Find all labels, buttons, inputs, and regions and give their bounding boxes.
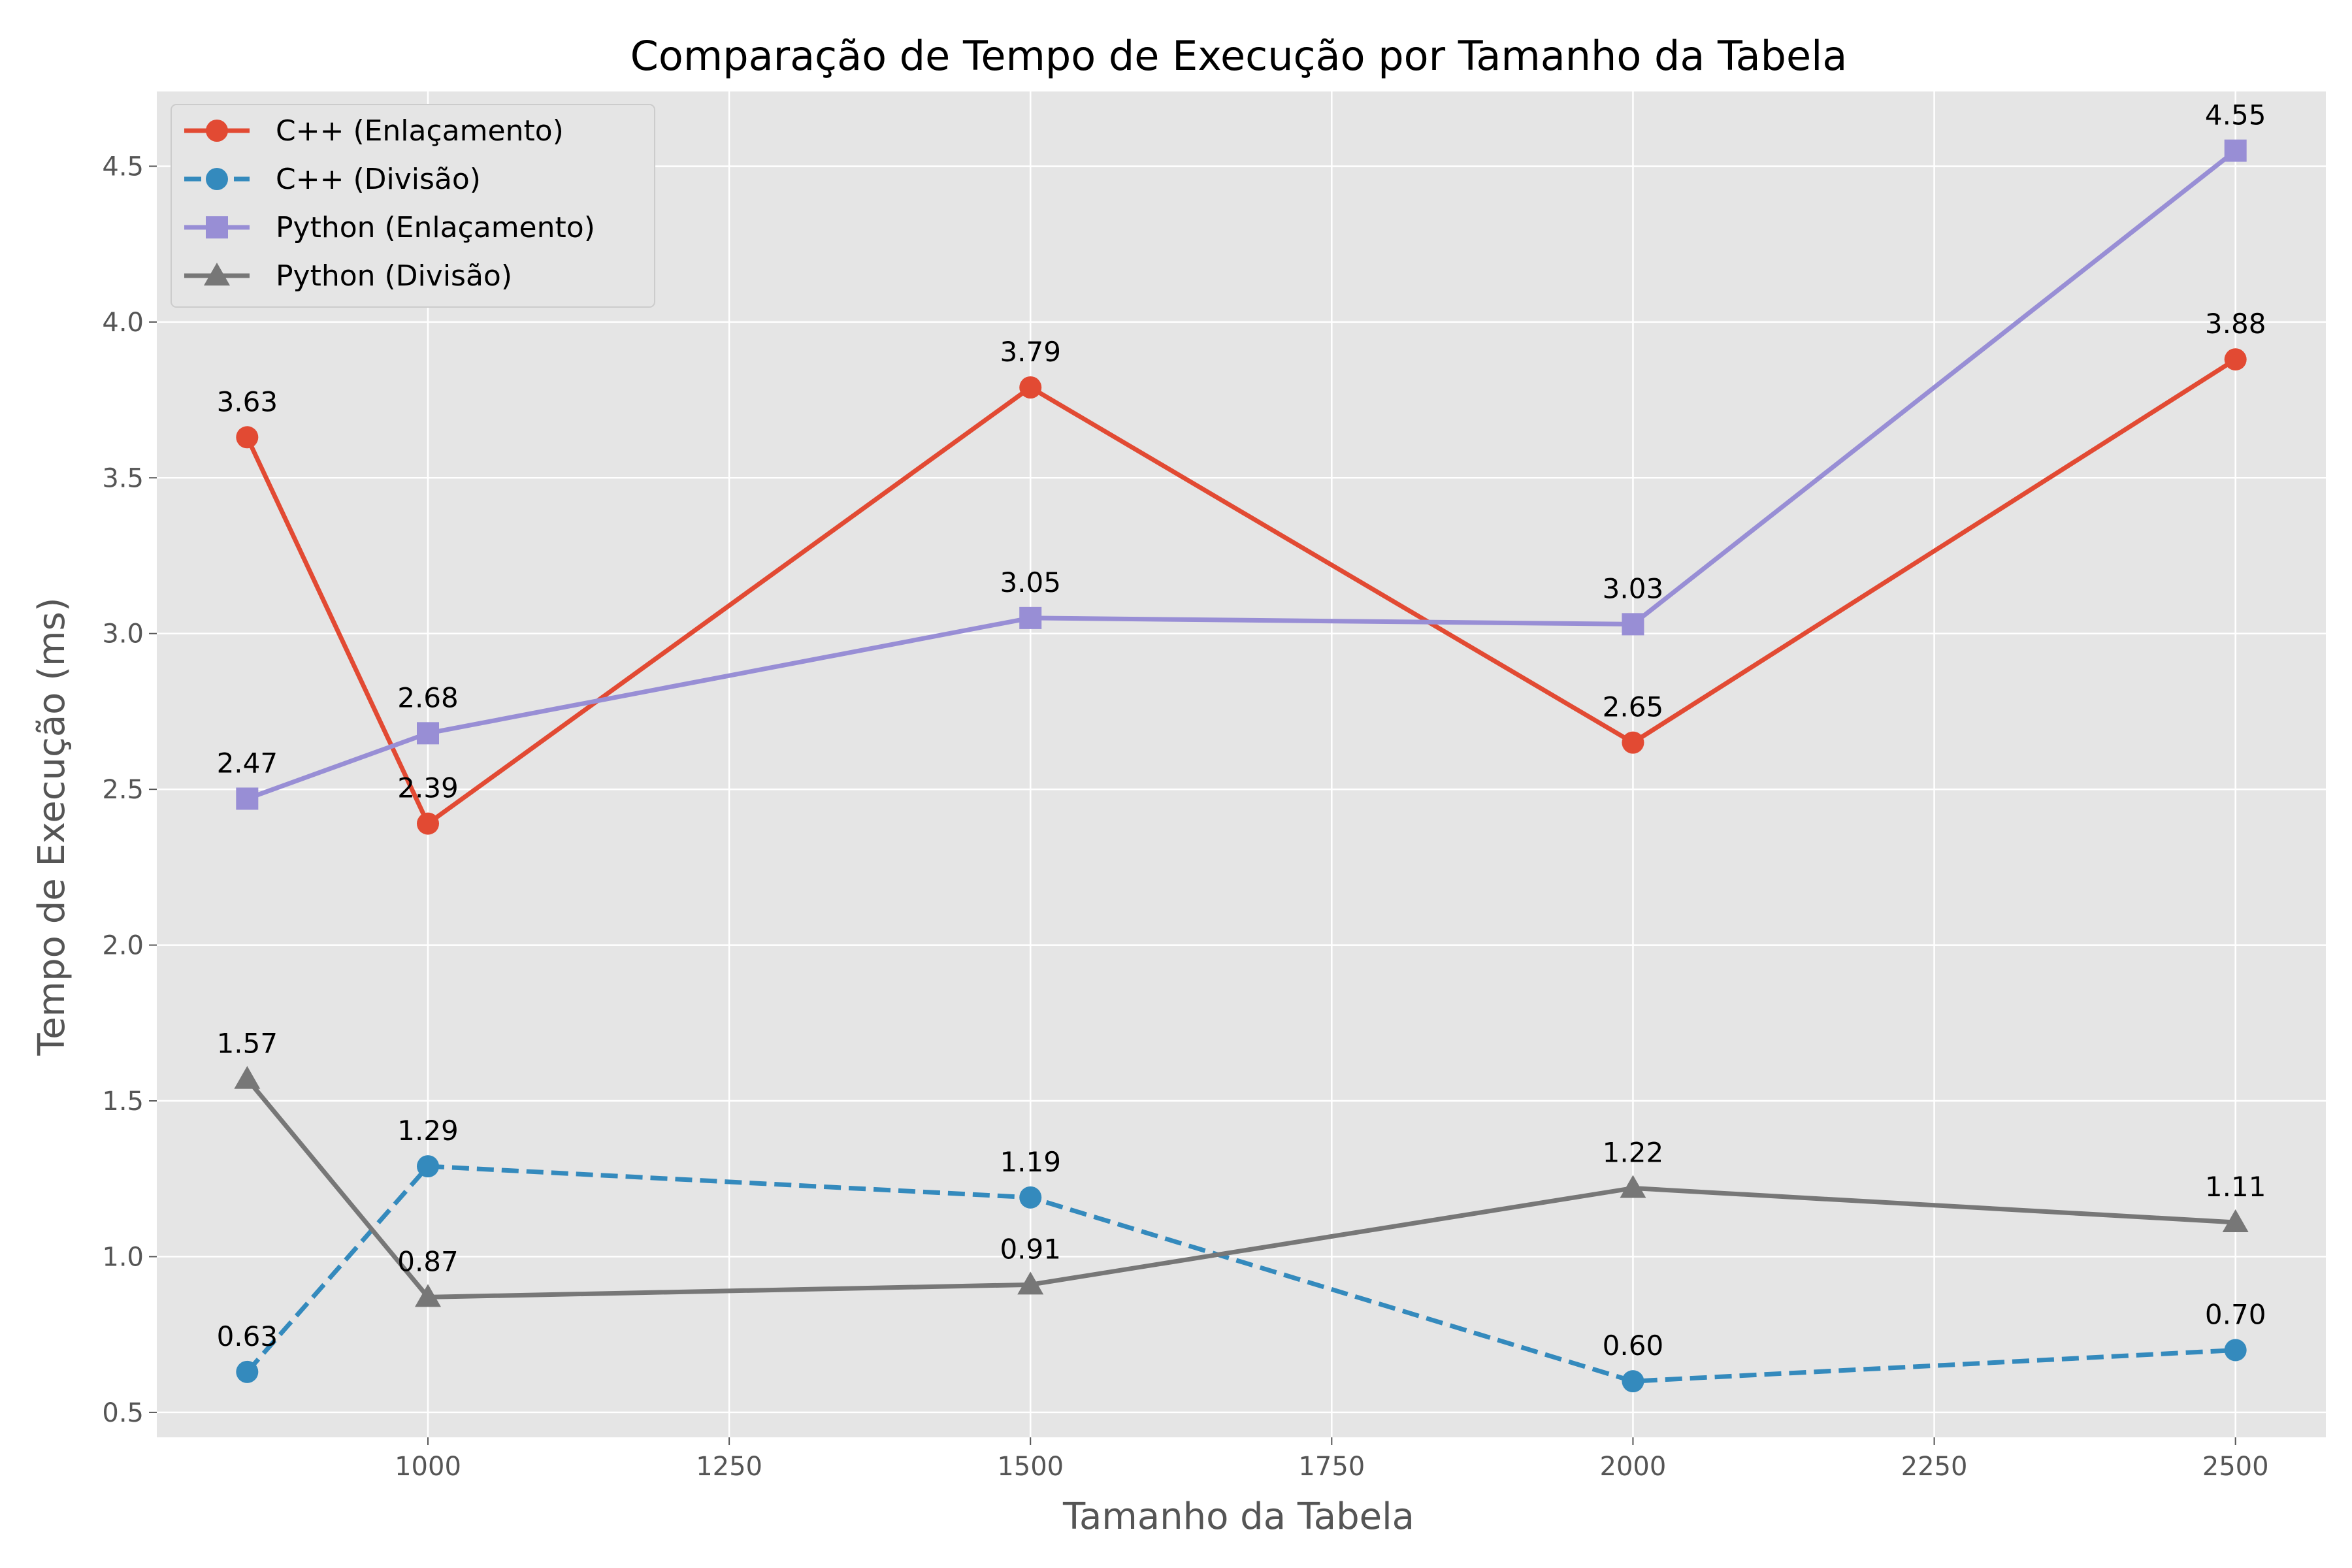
legend-label: Python (Enlaçamento)	[276, 211, 595, 244]
chart-title: Comparação de Tempo de Execução por Tama…	[630, 32, 1848, 80]
x-tick-label: 2000	[1600, 1452, 1667, 1482]
plot-area	[157, 91, 2326, 1437]
data-label: 3.03	[1603, 572, 1664, 604]
data-point	[1019, 606, 1042, 629]
data-point	[2224, 348, 2247, 371]
legend-marker	[204, 263, 230, 286]
data-point	[1019, 376, 1042, 399]
y-axis-ticks: 0.5 1.0 1.5 2.0 2.5 3.0 3.5 4.0 4.5	[102, 152, 157, 1428]
data-label: 1.22	[1603, 1137, 1664, 1169]
data-point	[1622, 1370, 1644, 1393]
x-axis-ticks: 1000 1250 1500 1750 2000 2250 2500	[395, 1437, 2269, 1482]
y-tick-label: 2.0	[102, 931, 144, 961]
data-point	[236, 1360, 259, 1383]
grid	[157, 91, 2326, 1437]
data-label: 2.39	[397, 772, 459, 804]
data-label: 2.68	[397, 681, 459, 713]
data-label: 1.19	[1000, 1146, 1061, 1178]
data-label: 0.91	[1000, 1233, 1061, 1265]
legend-label: Python (Divisão)	[276, 259, 512, 293]
series-lines	[234, 139, 2249, 1393]
data-point	[236, 787, 259, 810]
y-tick-label: 1.5	[102, 1086, 144, 1117]
legend-label: C++ (Enlaçamento)	[276, 114, 564, 148]
data-point	[1622, 731, 1644, 754]
data-point	[415, 1284, 441, 1307]
data-label: 0.63	[217, 1320, 278, 1352]
y-tick-label: 4.0	[102, 308, 144, 338]
data-label: 3.63	[217, 385, 278, 417]
data-point	[2222, 1209, 2249, 1232]
y-tick-label: 4.5	[102, 152, 144, 182]
y-tick-label: 3.5	[102, 463, 144, 493]
data-point	[234, 1066, 261, 1089]
data-point	[1017, 1271, 1044, 1295]
data-point	[417, 722, 439, 745]
data-labels: 3.63 2.39 3.79 2.65 3.88 0.63 1.29 1.19 0.60 0.70…	[217, 99, 2266, 1362]
data-point	[1620, 1175, 1646, 1198]
x-tick-label: 1500	[997, 1452, 1064, 1482]
data-point	[2224, 139, 2247, 162]
data-label: 0.60	[1603, 1330, 1664, 1362]
data-label: 2.47	[217, 747, 278, 779]
legend-box	[171, 104, 655, 308]
data-label: 1.11	[2205, 1171, 2266, 1203]
y-tick-label: 0.5	[102, 1398, 144, 1428]
data-point	[236, 426, 259, 449]
y-tick-label: 3.0	[102, 619, 144, 649]
data-point	[417, 812, 439, 835]
data-label: 2.65	[1603, 691, 1664, 723]
x-tick-label: 1000	[395, 1452, 461, 1482]
data-label: 0.70	[2205, 1298, 2266, 1330]
legend-label: C++ (Divisão)	[276, 163, 481, 196]
legend: C++ (Enlaçamento) C++ (Divisão) Python (En…	[171, 104, 655, 308]
y-tick-label: 2.5	[102, 775, 144, 805]
legend-marker	[206, 216, 228, 238]
x-tick-label: 1250	[696, 1452, 762, 1482]
y-tick-label: 1.0	[102, 1242, 144, 1272]
data-label: 1.29	[397, 1115, 459, 1147]
data-label: 4.55	[2205, 99, 2266, 131]
legend-marker	[206, 168, 228, 190]
data-label: 0.87	[397, 1245, 459, 1277]
y-axis-label: Tempo de Execução (ms)	[31, 597, 73, 1056]
x-axis-label: Tamanho da Tabela	[1062, 1495, 1414, 1538]
data-point	[1622, 613, 1644, 636]
data-label: 3.05	[1000, 566, 1061, 598]
legend-marker	[206, 120, 228, 142]
data-point	[1019, 1186, 1042, 1209]
data-label: 3.88	[2205, 308, 2266, 340]
data-label: 3.79	[1000, 336, 1061, 368]
data-point	[2224, 1339, 2247, 1362]
x-tick-label: 2250	[1901, 1452, 1968, 1482]
data-label: 1.57	[217, 1028, 278, 1060]
data-point	[417, 1155, 439, 1178]
x-tick-label: 2500	[2202, 1452, 2269, 1482]
x-tick-label: 1750	[1298, 1452, 1365, 1482]
